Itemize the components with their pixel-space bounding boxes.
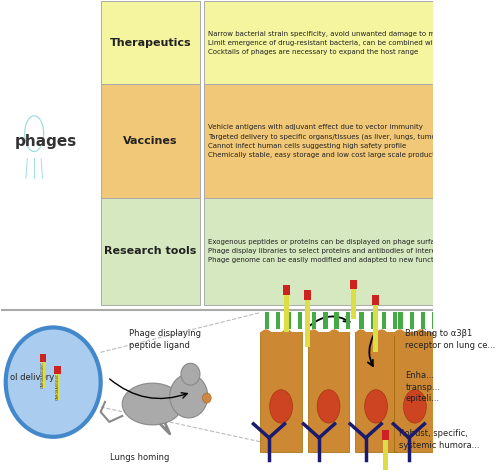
FancyBboxPatch shape bbox=[304, 289, 312, 299]
Ellipse shape bbox=[364, 390, 388, 423]
FancyBboxPatch shape bbox=[383, 440, 388, 470]
FancyBboxPatch shape bbox=[284, 293, 289, 333]
FancyBboxPatch shape bbox=[420, 312, 425, 330]
FancyBboxPatch shape bbox=[372, 303, 378, 352]
FancyBboxPatch shape bbox=[360, 312, 364, 330]
FancyBboxPatch shape bbox=[432, 312, 436, 330]
Text: Exogenous peptides or proteins can be displayed on phage surfa...
Phage display : Exogenous peptides or proteins can be di… bbox=[208, 239, 446, 263]
FancyBboxPatch shape bbox=[356, 333, 397, 452]
Ellipse shape bbox=[270, 390, 292, 423]
FancyBboxPatch shape bbox=[264, 312, 269, 330]
Circle shape bbox=[170, 374, 207, 418]
Text: Narrow bacterial strain specificity, avoid unwanted damage to mic...
Limit emerg: Narrow bacterial strain specificity, avo… bbox=[208, 31, 448, 55]
FancyBboxPatch shape bbox=[334, 312, 338, 330]
Text: CARG8A0GG4C: CARG8A0GG4C bbox=[56, 373, 60, 400]
Text: Lungs homing: Lungs homing bbox=[110, 453, 169, 462]
Circle shape bbox=[181, 363, 200, 385]
FancyBboxPatch shape bbox=[298, 312, 302, 330]
Text: Therapeutics: Therapeutics bbox=[110, 38, 191, 48]
FancyBboxPatch shape bbox=[100, 1, 200, 84]
FancyBboxPatch shape bbox=[372, 295, 378, 305]
Text: Enha...
transp...
epiteli...: Enha... transp... epiteli... bbox=[406, 371, 440, 403]
FancyBboxPatch shape bbox=[306, 298, 310, 347]
FancyBboxPatch shape bbox=[100, 198, 200, 305]
FancyBboxPatch shape bbox=[260, 333, 302, 452]
Text: Binding to α3β1
receptor on lung ce...: Binding to α3β1 receptor on lung ce... bbox=[406, 329, 496, 350]
Text: CARG8A0D4VC: CARG8A0D4VC bbox=[41, 361, 45, 388]
FancyBboxPatch shape bbox=[323, 312, 328, 330]
FancyBboxPatch shape bbox=[54, 366, 60, 374]
FancyBboxPatch shape bbox=[382, 312, 386, 330]
FancyBboxPatch shape bbox=[398, 312, 402, 330]
FancyBboxPatch shape bbox=[40, 354, 46, 362]
FancyBboxPatch shape bbox=[393, 312, 398, 330]
FancyBboxPatch shape bbox=[351, 287, 356, 318]
FancyBboxPatch shape bbox=[350, 280, 357, 289]
FancyBboxPatch shape bbox=[410, 312, 414, 330]
FancyBboxPatch shape bbox=[346, 312, 350, 330]
FancyBboxPatch shape bbox=[287, 312, 291, 330]
Ellipse shape bbox=[122, 383, 182, 425]
FancyBboxPatch shape bbox=[370, 312, 375, 330]
FancyBboxPatch shape bbox=[56, 372, 60, 400]
FancyBboxPatch shape bbox=[204, 198, 433, 305]
FancyBboxPatch shape bbox=[40, 360, 45, 388]
FancyBboxPatch shape bbox=[204, 84, 433, 198]
FancyBboxPatch shape bbox=[100, 84, 200, 198]
Text: Vehicle antigens with adjuvant effect due to vector immunity
Targeted delivery t: Vehicle antigens with adjuvant effect du… bbox=[208, 124, 451, 158]
Ellipse shape bbox=[317, 390, 340, 423]
FancyBboxPatch shape bbox=[204, 1, 433, 84]
Text: Robust, specific,
systemic humora...: Robust, specific, systemic humora... bbox=[398, 429, 479, 450]
FancyBboxPatch shape bbox=[308, 333, 350, 452]
Text: Vaccines: Vaccines bbox=[123, 136, 178, 146]
Circle shape bbox=[6, 327, 100, 437]
FancyBboxPatch shape bbox=[312, 312, 316, 330]
Circle shape bbox=[202, 393, 211, 403]
Text: phages: phages bbox=[15, 133, 78, 149]
Text: Research tools: Research tools bbox=[104, 246, 196, 256]
FancyBboxPatch shape bbox=[283, 285, 290, 295]
Text: ol delivery: ol delivery bbox=[10, 373, 54, 382]
FancyBboxPatch shape bbox=[382, 430, 389, 440]
FancyBboxPatch shape bbox=[394, 333, 436, 452]
FancyBboxPatch shape bbox=[276, 312, 280, 330]
Text: Phage displaying
peptide ligand: Phage displaying peptide ligand bbox=[129, 329, 201, 350]
Ellipse shape bbox=[404, 390, 426, 423]
